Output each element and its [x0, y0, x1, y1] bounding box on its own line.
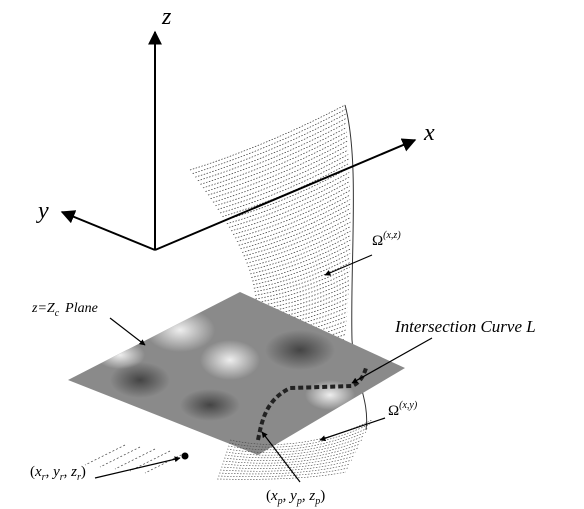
label-part: ): [320, 488, 325, 504]
plane: [68, 292, 405, 455]
label-part: y: [288, 488, 297, 504]
hatch: [237, 195, 350, 242]
point-label: (xp, yp, zp): [266, 488, 325, 507]
label-part: ,: [64, 464, 72, 480]
hatch: [227, 173, 349, 224]
label-part: ,: [283, 488, 291, 504]
axis-label-x: x: [423, 120, 435, 146]
intersection-label: Intersection Curve L: [394, 317, 536, 336]
hatch: [200, 123, 346, 184]
wave: [85, 445, 125, 465]
wave: [145, 453, 185, 473]
omega-xz-label: Ω(x,z): [372, 230, 401, 249]
hatch: [218, 155, 349, 210]
hatch: [255, 263, 350, 296]
label-part: y: [51, 464, 60, 480]
label-part: ,: [302, 488, 310, 504]
figure: z x y Ω(x,z) Ω(x,y) z=ZcPlane Intersecti…: [0, 0, 584, 509]
axes: [62, 32, 415, 250]
hatch: [223, 448, 358, 463]
hatch: [240, 204, 350, 249]
hatch: [218, 468, 348, 477]
wave: [100, 447, 140, 467]
hatch: [222, 164, 348, 217]
receiver-point: [182, 453, 189, 460]
hatch: [210, 141, 347, 199]
hatch: [247, 222, 351, 263]
hatch: [239, 200, 350, 246]
axis-label-z: z: [161, 4, 172, 30]
hatch: [198, 119, 346, 181]
hatch: [190, 105, 345, 170]
hatch: [231, 182, 350, 231]
hatch: [213, 146, 348, 203]
axis-label-y: y: [36, 198, 49, 224]
hatch: [217, 472, 346, 479]
receiver-label: (xr, yr, zr): [30, 464, 86, 483]
omega-xy-label: Ω(x,y): [388, 400, 418, 419]
hatch: [235, 191, 350, 239]
wave: [115, 449, 155, 469]
hatch: [245, 218, 350, 260]
label-part: ,: [46, 464, 54, 480]
hatch: [195, 114, 345, 177]
label-part: ): [81, 464, 86, 480]
